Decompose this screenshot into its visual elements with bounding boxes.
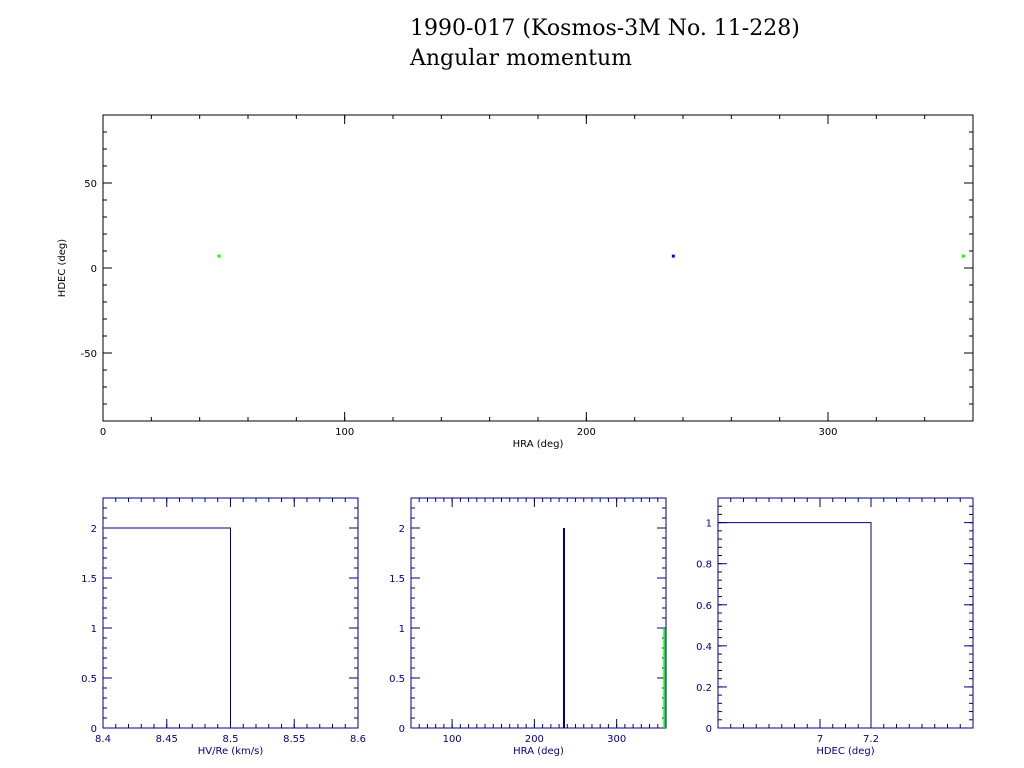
x-tick-label: 200 xyxy=(577,427,596,438)
x-tick-label: 8.45 xyxy=(156,734,178,745)
plot-frame xyxy=(410,497,667,729)
x-axis-label: HDEC (deg) xyxy=(816,746,874,757)
x-tick-label: 7.2 xyxy=(863,734,879,745)
y-tick-label: 1 xyxy=(91,624,97,635)
x-tick-label: 300 xyxy=(607,734,626,745)
y-tick-label: 50 xyxy=(84,179,97,190)
scatter-point-green xyxy=(961,254,965,258)
y-tick-label: 1.5 xyxy=(81,574,97,585)
x-tick-label: 0 xyxy=(100,427,106,438)
x-tick-label: 8.5 xyxy=(223,734,239,745)
x-tick-label: 100 xyxy=(335,427,354,438)
x-tick-label: 7 xyxy=(817,734,823,745)
x-axis-label: HV/Re (km/s) xyxy=(198,746,264,757)
scatter-point-green xyxy=(217,254,221,258)
y-tick-label: -50 xyxy=(81,349,97,360)
hist-hv-panel: 8.4 8.45 8.5 8.55 8.6 0 0.5 1 1.5 2 HV/Re (km/s) xyxy=(81,497,366,757)
y-tick-label: 0 xyxy=(91,724,97,735)
y-tick-label: 0.8 xyxy=(696,560,712,571)
y-tick-label: 0.6 xyxy=(696,601,712,612)
y-tick-label: 0.5 xyxy=(389,674,405,685)
scatter-point-blue xyxy=(671,254,675,258)
x-axis-label: HRA (deg) xyxy=(513,439,564,450)
x-tick-label: 300 xyxy=(818,427,837,438)
title-block: 1990-017 (Kosmos-3M No. 11-228) Angular … xyxy=(410,14,800,74)
x-axis-label: HRA (deg) xyxy=(513,746,564,757)
x-tick-label: 8.4 xyxy=(95,734,111,745)
plot-frame xyxy=(717,497,974,729)
y-tick-label: 1 xyxy=(399,624,405,635)
chart-title: 1990-017 (Kosmos-3M No. 11-228) xyxy=(410,16,800,41)
histogram-bar xyxy=(718,522,872,728)
x-tick-label: 8.55 xyxy=(283,734,305,745)
x-tick-label: 100 xyxy=(443,734,462,745)
scatter-panel: 0 100 200 300 50 0 -50 HRA (deg) HDEC (deg) xyxy=(57,114,974,450)
y-tick-label: 1 xyxy=(706,519,712,530)
y-tick-label: 0 xyxy=(399,724,405,735)
y-tick-label: 2 xyxy=(91,524,97,535)
chart-subtitle: Angular momentum xyxy=(410,46,632,71)
y-tick-label: 2 xyxy=(399,524,405,535)
y-tick-label: 0.2 xyxy=(696,683,712,694)
x-tick-label: 8.6 xyxy=(350,734,366,745)
x-tick-label: 200 xyxy=(525,734,544,745)
histogram-bar xyxy=(103,527,231,728)
y-tick-label: 0 xyxy=(706,724,712,735)
y-tick-label: 0 xyxy=(91,264,97,275)
y-tick-label: 0.4 xyxy=(696,642,712,653)
hist-hdec-panel: 7 7.2 0 0.2 0.4 0.6 0.8 1 HDEC (deg) xyxy=(696,497,974,757)
y-tick-label: 0.5 xyxy=(81,674,97,685)
hist-hra-panel: 100 200 300 0 0.5 1 1.5 2 HRA (deg) xyxy=(389,497,667,757)
plot-frame xyxy=(102,114,974,422)
y-tick-label: 1.5 xyxy=(389,574,405,585)
y-axis-label: HDEC (deg) xyxy=(57,239,68,297)
